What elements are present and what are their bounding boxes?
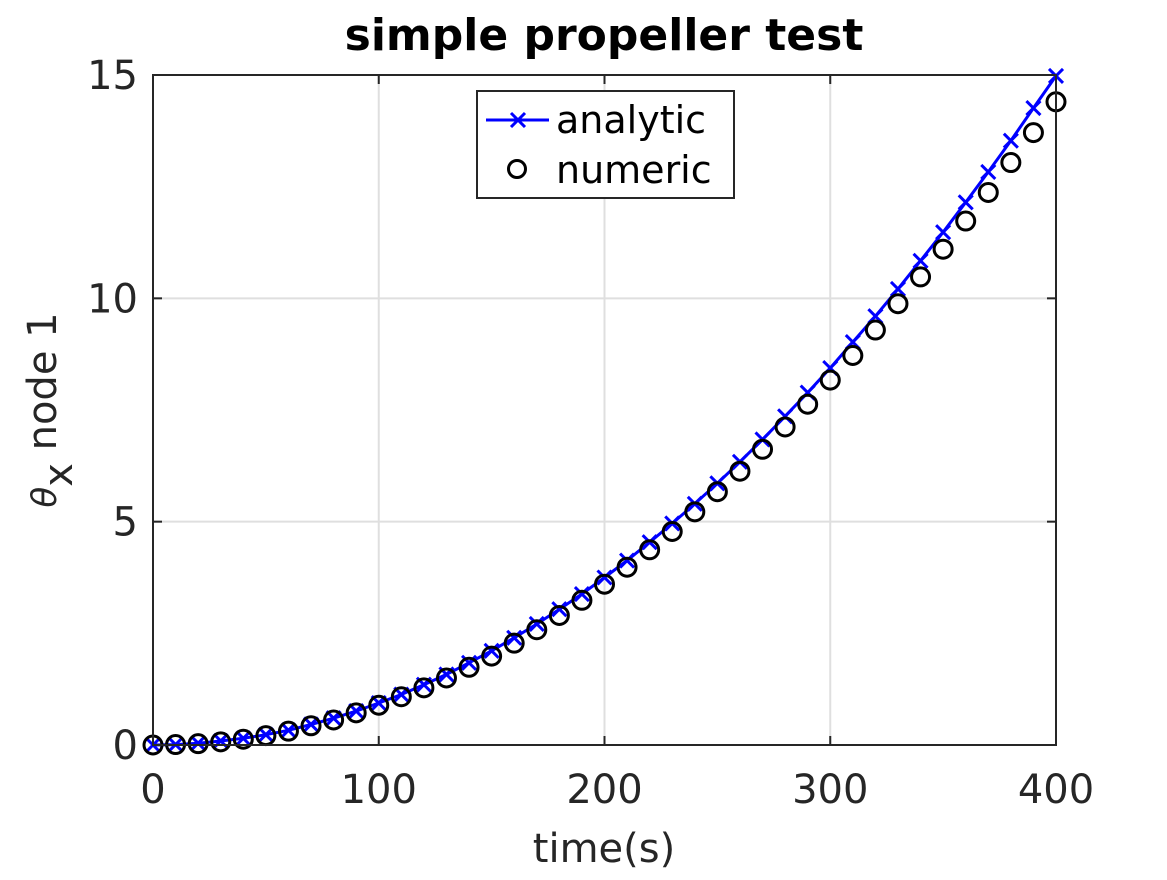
x-tick-label: 300 (792, 767, 868, 813)
x-tick-label: 200 (566, 767, 642, 813)
analytic-point (551, 601, 568, 618)
y-axis-label-subscript: x (36, 463, 82, 487)
analytic-point (528, 615, 545, 633)
analytic-point (1025, 99, 1042, 117)
y-tick-label: 10 (87, 276, 138, 322)
numeric-point (661, 520, 683, 542)
y-tick-labels: 0 5 10 15 (87, 53, 138, 769)
numeric-point (932, 238, 954, 260)
analytic-point (889, 280, 907, 298)
numeric-point (548, 604, 570, 626)
numeric-point (458, 656, 480, 678)
numeric-point (390, 686, 412, 708)
numeric-point (706, 481, 728, 503)
analytic-point (619, 552, 636, 569)
analytic-point (506, 629, 523, 646)
y-axis-label-rest: node 1 (20, 312, 66, 463)
y-tick-label: 5 (113, 500, 138, 546)
numeric-point (526, 619, 548, 641)
numeric-point (887, 293, 909, 315)
numeric-point (435, 667, 457, 689)
numeric-point (910, 266, 932, 288)
analytic-point (1002, 132, 1019, 149)
analytic-point (257, 726, 274, 743)
legend-numeric-marker (507, 159, 527, 179)
numeric-point (1022, 122, 1044, 144)
x-tick-label: 100 (341, 767, 417, 813)
numeric-point (977, 181, 999, 203)
legend-box (476, 90, 735, 199)
numeric-point (864, 319, 886, 341)
analytic-point (483, 642, 500, 659)
analytic-point (573, 585, 590, 603)
y-tick-label: 15 (87, 53, 138, 99)
numeric-point (594, 573, 615, 595)
legend-analytic-marker (509, 111, 527, 129)
numeric-point (571, 589, 593, 611)
x-tick-label: 0 (140, 767, 165, 813)
y-axis-label: θx node 1 (20, 312, 82, 507)
numeric-point (323, 709, 345, 731)
analytic-point (280, 722, 297, 739)
legend-analytic-label: analytic (556, 98, 706, 142)
legend-numeric-label: numeric (556, 148, 712, 192)
analytic-point (190, 735, 207, 752)
numeric-point (232, 728, 254, 750)
axis-ticks (152, 74, 1057, 746)
analytic-point (980, 163, 997, 180)
numeric-point (955, 210, 977, 232)
numeric-point (1000, 152, 1022, 174)
numeric-point (842, 345, 864, 367)
numeric-point (503, 632, 525, 654)
y-tick-label: 0 (113, 723, 138, 769)
numeric-point (277, 720, 299, 742)
x-tick-label: 400 (1018, 767, 1094, 813)
numeric-point (797, 393, 819, 415)
analytic-point (912, 252, 929, 269)
numeric-point (819, 369, 841, 391)
numeric-point (187, 733, 209, 755)
numeric-point (684, 501, 706, 523)
numeric-point (481, 645, 503, 667)
numeric-point (639, 539, 661, 561)
numeric-point (729, 460, 751, 482)
numeric-point (413, 677, 435, 699)
x-tick-labels: 0 100 200 300 400 (140, 767, 1094, 813)
analytic-point (957, 194, 974, 211)
analytic-point (935, 224, 952, 241)
y-axis-label-symbol: θ (25, 487, 65, 508)
x-axis-label: time(s) (533, 826, 675, 872)
numeric-point (774, 416, 796, 438)
numeric-point (368, 694, 390, 716)
numeric-point (300, 715, 322, 737)
legend: analytic numeric (476, 90, 735, 199)
analytic-point (235, 730, 252, 747)
numeric-point (345, 702, 367, 724)
chart-title: simple propeller test (345, 10, 864, 61)
numeric-point (616, 556, 638, 578)
numeric-point (210, 731, 232, 753)
numeric-point (752, 438, 774, 460)
analytic-point (596, 569, 613, 586)
